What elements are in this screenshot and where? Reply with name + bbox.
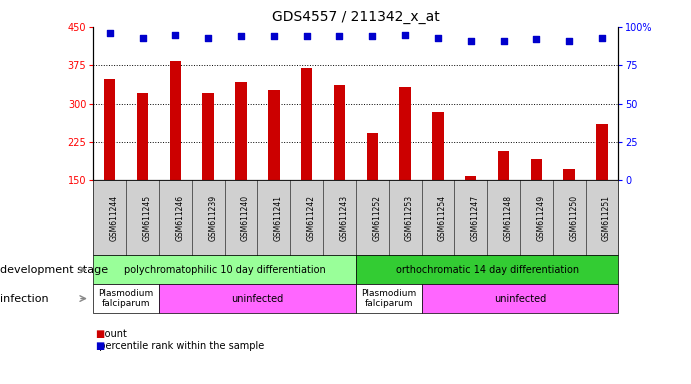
Text: GSM611243: GSM611243 <box>339 195 348 241</box>
Bar <box>498 151 509 180</box>
Bar <box>202 93 214 180</box>
Text: GSM611245: GSM611245 <box>142 195 151 241</box>
Text: Plasmodium
falciparum: Plasmodium falciparum <box>361 289 416 308</box>
Text: ■: ■ <box>95 329 104 339</box>
Title: GDS4557 / 211342_x_at: GDS4557 / 211342_x_at <box>272 10 439 25</box>
Bar <box>268 90 280 180</box>
Point <box>137 35 148 41</box>
Text: GSM611246: GSM611246 <box>176 195 184 241</box>
Text: GSM611242: GSM611242 <box>307 195 316 241</box>
Text: GSM611248: GSM611248 <box>504 195 513 241</box>
Text: GSM611254: GSM611254 <box>438 195 447 241</box>
Text: development stage: development stage <box>0 265 108 275</box>
Bar <box>235 82 247 180</box>
Text: Plasmodium
falciparum: Plasmodium falciparum <box>99 289 153 308</box>
Point <box>531 36 542 42</box>
Point <box>433 35 444 41</box>
Text: uninfected: uninfected <box>494 293 546 304</box>
Bar <box>366 133 378 180</box>
Point <box>268 33 279 39</box>
Text: uninfected: uninfected <box>231 293 283 304</box>
Point <box>170 31 181 38</box>
Point <box>104 30 115 36</box>
Bar <box>137 93 149 180</box>
Bar <box>531 159 542 180</box>
Text: GSM611241: GSM611241 <box>274 195 283 241</box>
Point <box>399 31 410 38</box>
Bar <box>301 68 312 180</box>
Text: GSM611253: GSM611253 <box>405 195 414 241</box>
Point <box>465 38 476 44</box>
Point <box>236 33 247 39</box>
Text: infection: infection <box>0 293 48 304</box>
Text: GSM611239: GSM611239 <box>208 195 217 241</box>
Bar <box>465 176 477 180</box>
Bar <box>432 113 444 180</box>
Text: percentile rank within the sample: percentile rank within the sample <box>93 341 265 351</box>
Text: orthochromatic 14 day differentiation: orthochromatic 14 day differentiation <box>395 265 579 275</box>
Text: polychromatophilic 10 day differentiation: polychromatophilic 10 day differentiatio… <box>124 265 325 275</box>
Bar <box>334 85 346 180</box>
Bar <box>169 61 181 180</box>
Bar <box>399 87 411 180</box>
Point <box>334 33 345 39</box>
Bar <box>104 79 115 180</box>
Point <box>367 33 378 39</box>
Bar <box>596 124 608 180</box>
Bar <box>563 169 575 180</box>
Text: GSM611244: GSM611244 <box>110 195 119 241</box>
Text: GSM611247: GSM611247 <box>471 195 480 241</box>
Text: count: count <box>93 329 127 339</box>
Point <box>596 35 607 41</box>
Text: GSM611240: GSM611240 <box>241 195 250 241</box>
Text: GSM611252: GSM611252 <box>372 195 381 241</box>
Text: GSM611251: GSM611251 <box>602 195 611 241</box>
Point <box>301 33 312 39</box>
Point <box>564 38 575 44</box>
Point <box>202 35 214 41</box>
Text: GSM611250: GSM611250 <box>569 195 578 241</box>
Text: ■: ■ <box>95 341 104 351</box>
Point <box>498 38 509 44</box>
Text: GSM611249: GSM611249 <box>536 195 545 241</box>
